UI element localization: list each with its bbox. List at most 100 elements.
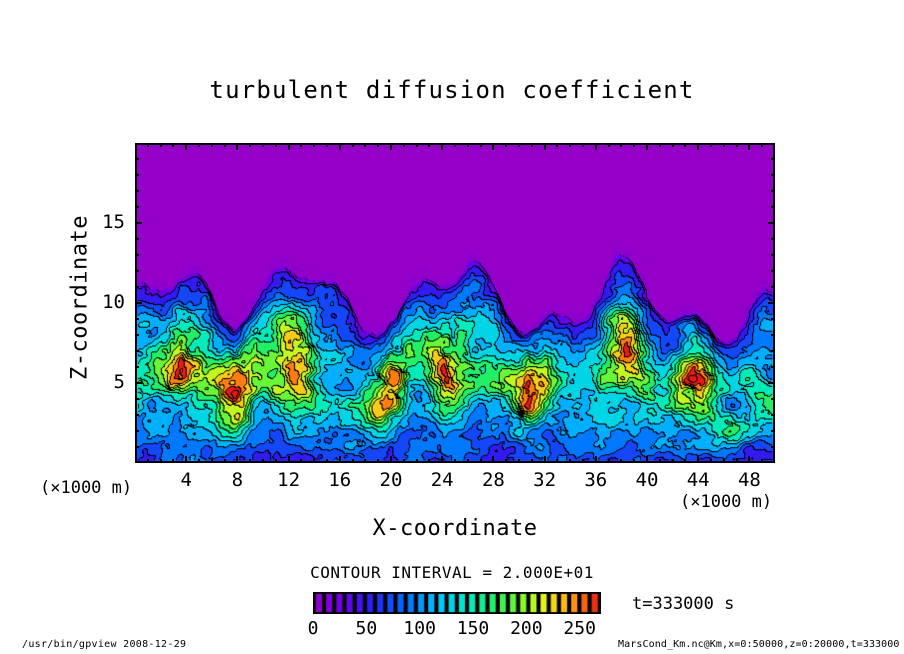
axis-tick — [505, 143, 507, 147]
colorbar-tick-label: 50 — [355, 618, 378, 639]
axis-tick — [582, 459, 584, 463]
axis-tick — [249, 459, 251, 463]
axis-tick — [771, 174, 775, 176]
axis-tick — [300, 459, 302, 463]
colorbar-gradient — [314, 593, 600, 613]
axis-tick — [135, 238, 139, 240]
axis-tick — [697, 456, 699, 463]
axis-tick — [467, 459, 469, 463]
axis-tick — [518, 459, 520, 463]
axis-tick — [416, 459, 418, 463]
axis-tick — [441, 143, 443, 150]
axis-tick — [160, 459, 162, 463]
axis-tick — [416, 143, 418, 147]
x-tick-label: 32 — [533, 469, 557, 491]
axis-tick — [608, 459, 610, 463]
axis-tick — [646, 456, 648, 463]
axis-tick — [633, 459, 635, 463]
axis-tick — [364, 143, 366, 147]
axis-tick — [135, 158, 139, 160]
axis-tick — [147, 459, 149, 463]
axis-tick — [198, 459, 200, 463]
axis-tick — [467, 143, 469, 147]
axis-tick — [135, 414, 139, 416]
y-axis-unit-label: (×1000 m) — [40, 478, 133, 498]
axis-tick — [135, 334, 139, 336]
axis-tick — [556, 459, 558, 463]
axis-tick — [544, 456, 546, 463]
axis-tick — [249, 143, 251, 147]
axis-tick — [135, 286, 139, 288]
x-tick-label: 8 — [231, 469, 244, 491]
axis-tick — [135, 398, 139, 400]
time-label: t=333000 s — [632, 594, 735, 614]
y-tick-label: 15 — [102, 211, 125, 233]
axis-tick — [135, 190, 139, 192]
axis-tick — [771, 350, 775, 352]
axis-tick — [771, 430, 775, 432]
contour-plot-panel — [135, 143, 775, 463]
x-axis-title: X-coordinate — [372, 516, 538, 541]
axis-tick — [569, 459, 571, 463]
axis-tick — [771, 190, 775, 192]
axis-tick — [185, 456, 187, 463]
x-tick-label: 12 — [277, 469, 301, 491]
axis-tick — [659, 143, 661, 147]
x-tick-label: 24 — [430, 469, 454, 491]
axis-tick — [620, 143, 622, 147]
axis-tick — [135, 302, 142, 304]
axis-tick — [659, 459, 661, 463]
contour-interval-label: CONTOUR INTERVAL = 2.000E+01 — [310, 563, 594, 582]
axis-tick — [761, 459, 763, 463]
contour-field-canvas — [137, 145, 773, 461]
axis-tick — [723, 143, 725, 147]
axis-tick — [771, 366, 775, 368]
axis-tick — [771, 286, 775, 288]
axis-tick — [620, 459, 622, 463]
axis-tick — [428, 143, 430, 147]
axis-tick — [339, 143, 341, 150]
axis-tick — [160, 143, 162, 147]
x-tick-label: 4 — [180, 469, 192, 491]
axis-tick — [771, 270, 775, 272]
axis-tick — [300, 143, 302, 147]
x-tick-label: 16 — [328, 469, 352, 491]
axis-tick — [364, 459, 366, 463]
axis-tick — [771, 158, 775, 160]
axis-tick — [771, 398, 775, 400]
axis-tick — [352, 459, 354, 463]
axis-tick — [748, 456, 750, 463]
axis-tick — [135, 382, 142, 384]
axis-tick — [768, 382, 775, 384]
axis-tick — [684, 143, 686, 147]
axis-tick — [135, 446, 139, 448]
axis-tick — [595, 456, 597, 463]
axis-tick — [135, 206, 139, 208]
page-title: turbulent diffusion coefficient — [209, 76, 695, 104]
x-tick-label: 40 — [635, 469, 659, 491]
axis-tick — [275, 143, 277, 147]
axis-tick — [518, 143, 520, 147]
colorbar-tick-label: 250 — [563, 618, 596, 639]
axis-tick — [531, 459, 533, 463]
footer-dataset-label: MarsCond_Km.nc@Km,x=0:50000,z=0:20000,t=… — [618, 639, 900, 650]
axis-tick — [211, 459, 213, 463]
axis-tick — [736, 143, 738, 147]
axis-tick — [352, 143, 354, 147]
x-axis-unit-label: (×1000 m) — [680, 492, 773, 512]
axis-tick — [556, 143, 558, 147]
x-tick-label: 48 — [737, 469, 761, 491]
axis-tick — [736, 459, 738, 463]
y-tick-label: 10 — [102, 291, 125, 313]
axis-tick — [454, 459, 456, 463]
axis-tick — [480, 459, 482, 463]
axis-tick — [697, 143, 699, 150]
axis-tick — [672, 459, 674, 463]
axis-tick — [771, 446, 775, 448]
axis-tick — [288, 143, 290, 150]
axis-tick — [313, 459, 315, 463]
axis-tick — [710, 459, 712, 463]
axis-tick — [135, 430, 139, 432]
axis-tick — [684, 459, 686, 463]
axis-tick — [135, 254, 139, 256]
